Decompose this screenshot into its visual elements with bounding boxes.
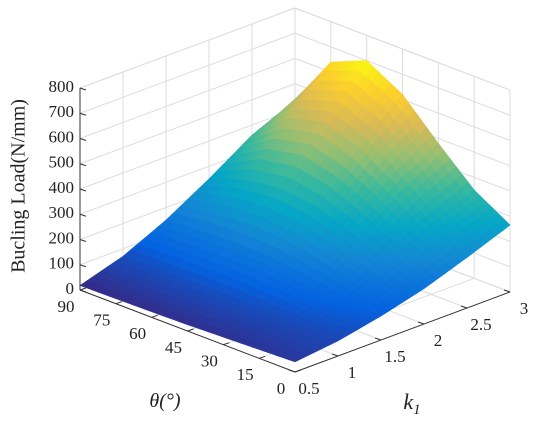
- x-tick: [374, 337, 382, 341]
- x-tick: [460, 305, 468, 309]
- y-tick-label: 0: [277, 379, 286, 398]
- y-tick: [115, 301, 122, 305]
- z-tick: [79, 188, 87, 192]
- y-tick: [223, 342, 230, 346]
- z-tick: [79, 87, 87, 91]
- z-tick-label: 600: [49, 127, 75, 146]
- z-tick: [79, 264, 87, 268]
- y-tick-label: 45: [165, 338, 182, 357]
- axis-line: [294, 291, 511, 373]
- z-tick-label: 400: [49, 178, 75, 197]
- z-axis-label: Bucling Load(N/mm): [8, 99, 30, 273]
- x-tick-label: 2: [434, 331, 443, 350]
- grid-line: [79, 108, 296, 190]
- surface-patch: [288, 355, 303, 363]
- x-tick-label: 0.5: [298, 379, 319, 398]
- z-tick-label: 500: [49, 153, 75, 172]
- x-tick-label: 1: [348, 363, 357, 382]
- x-tick-label: 1.5: [384, 347, 405, 366]
- x-tick-label: 3: [520, 299, 529, 318]
- z-tick: [79, 138, 87, 141]
- z-tick-label: 800: [49, 77, 75, 96]
- x-axis-label-base: k: [403, 389, 414, 414]
- y-tick: [151, 314, 158, 318]
- x-axis-label-sub: 1: [413, 402, 421, 418]
- grid-line: [79, 58, 296, 139]
- y-tick-label: 90: [58, 297, 75, 316]
- z-tick: [79, 213, 87, 217]
- z-tick: [79, 163, 87, 167]
- z-tick: [79, 289, 87, 293]
- z-tick-label: 100: [49, 254, 75, 273]
- x-tick-label: 2.5: [470, 315, 491, 334]
- y-tick-label: 60: [129, 324, 146, 343]
- z-tick: [79, 239, 87, 242]
- y-tick: [79, 287, 87, 291]
- grid-line: [79, 83, 296, 165]
- y-tick-label: 15: [237, 365, 254, 384]
- y-tick: [187, 328, 194, 332]
- y-tick-label: 30: [201, 352, 218, 371]
- x-tick: [417, 321, 425, 325]
- y-tick: [259, 355, 266, 359]
- x-tick: [331, 353, 339, 357]
- z-tick-label: 700: [49, 102, 75, 121]
- z-tick-label: 0: [66, 279, 75, 298]
- z-tick-label: 200: [49, 228, 75, 247]
- x-tick: [288, 369, 296, 373]
- x-axis-label: k1: [403, 389, 420, 418]
- box-edge: [294, 7, 511, 91]
- y-tick-label: 75: [93, 311, 110, 330]
- y-axis-label-text: θ(°): [149, 390, 180, 412]
- y-tick: [294, 369, 302, 373]
- box-edge: [79, 7, 296, 89]
- x-tick: [503, 289, 511, 293]
- z-tick-label: 300: [49, 203, 75, 222]
- y-axis-label: θ(°): [149, 390, 180, 412]
- grid-line: [79, 32, 296, 114]
- z-tick: [79, 112, 87, 116]
